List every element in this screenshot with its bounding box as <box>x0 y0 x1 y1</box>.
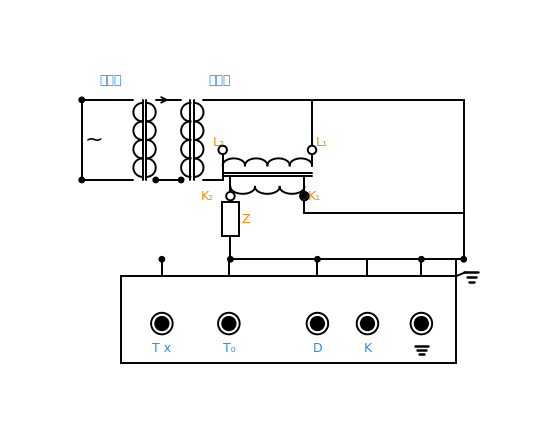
Text: L₂: L₂ <box>213 136 225 149</box>
Circle shape <box>218 146 227 154</box>
Circle shape <box>307 313 328 334</box>
Text: K: K <box>363 342 372 355</box>
Circle shape <box>226 192 234 200</box>
Circle shape <box>218 313 240 334</box>
Circle shape <box>411 313 432 334</box>
Text: D: D <box>312 342 323 355</box>
FancyBboxPatch shape <box>222 202 239 236</box>
Text: 升流器: 升流器 <box>208 74 231 87</box>
Text: L₁: L₁ <box>316 136 328 149</box>
Circle shape <box>155 317 169 330</box>
Text: 调压器: 调压器 <box>100 74 123 87</box>
Circle shape <box>308 146 316 154</box>
Circle shape <box>153 177 158 183</box>
Circle shape <box>228 256 233 262</box>
Circle shape <box>159 256 164 262</box>
Circle shape <box>222 317 236 330</box>
Text: T x: T x <box>152 342 172 355</box>
Text: T₀: T₀ <box>223 342 235 355</box>
Circle shape <box>360 317 374 330</box>
Circle shape <box>79 177 85 183</box>
Circle shape <box>356 313 378 334</box>
Circle shape <box>178 177 184 183</box>
Circle shape <box>414 317 428 330</box>
Circle shape <box>315 256 320 262</box>
Text: Z: Z <box>241 213 250 226</box>
Circle shape <box>419 256 424 262</box>
Text: K₂: K₂ <box>201 190 213 202</box>
Text: K₁: K₁ <box>308 190 321 202</box>
Circle shape <box>300 192 309 200</box>
Circle shape <box>310 317 324 330</box>
Circle shape <box>302 193 307 199</box>
FancyBboxPatch shape <box>121 276 456 363</box>
Text: ~: ~ <box>85 130 104 150</box>
Circle shape <box>151 313 173 334</box>
Circle shape <box>461 256 466 262</box>
Circle shape <box>79 97 85 103</box>
